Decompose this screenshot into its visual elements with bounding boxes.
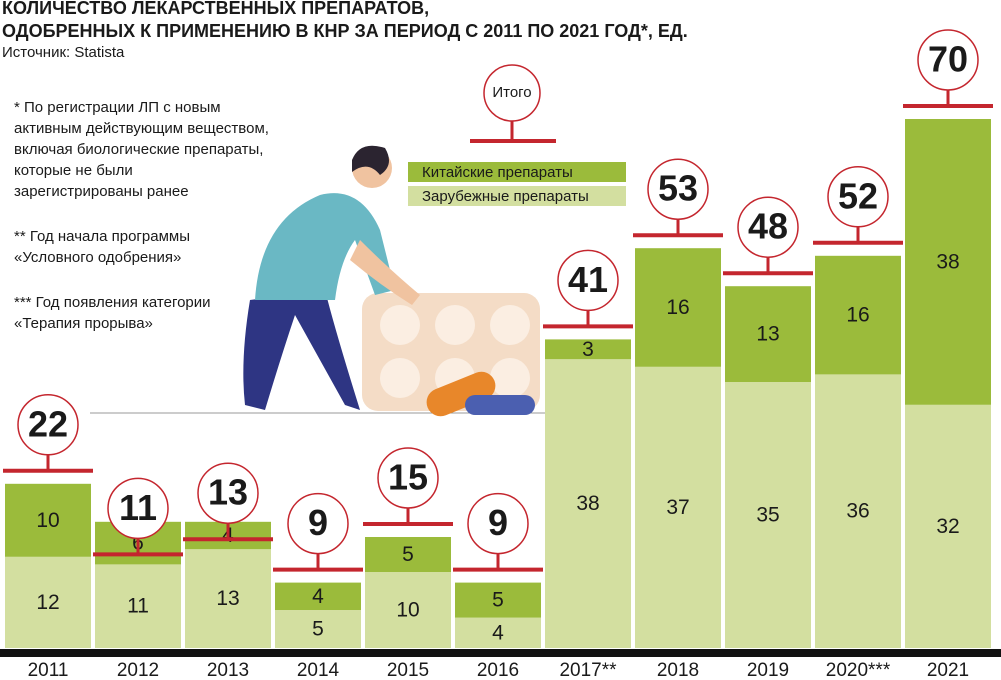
total-circle (647, 158, 709, 220)
note: «Условного одобрения» (14, 249, 181, 266)
value-label: 13 (756, 323, 779, 346)
chart-title: КОЛИЧЕСТВО ЛЕКАРСТВЕННЫХ ПРЕПАРАТОВ, (2, 0, 429, 18)
value-label: 4 (492, 621, 504, 644)
value-label: 36 (846, 500, 869, 523)
x-tick-label: 2014 (297, 660, 340, 680)
total-label: 9 (488, 502, 508, 543)
bar-segment (275, 610, 361, 648)
note: которые не были (14, 162, 133, 179)
total-label: 15 (388, 457, 428, 498)
total-label: 48 (748, 206, 788, 247)
bar-segment (365, 572, 451, 648)
value-label: 37 (666, 496, 689, 519)
value-label: 10 (396, 599, 419, 622)
x-tick-label: 2020*** (826, 660, 891, 680)
legend-label: Китайские препараты (422, 164, 573, 181)
x-tick-label: 2015 (387, 660, 429, 680)
value-label: 12 (36, 591, 59, 614)
illustration (90, 145, 545, 417)
total-label: 11 (119, 487, 157, 528)
legend-swatch (408, 162, 626, 182)
x-tick-label: 2021 (927, 660, 969, 680)
bar-segment (635, 248, 721, 367)
bar-segment (635, 366, 721, 648)
bar-segment (5, 483, 91, 557)
value-label: 38 (576, 492, 599, 515)
legend-swatch (408, 186, 626, 206)
chart-title: ОДОБРЕННЫХ К ПРИМЕНЕНИЮ В КНР ЗА ПЕРИОД … (2, 21, 688, 41)
total-circle (107, 477, 169, 540)
x-tick-label: 2016 (477, 660, 519, 680)
legend-total-circle (483, 64, 541, 122)
value-label: 5 (312, 618, 324, 641)
total-label: 9 (308, 502, 328, 543)
value-label: 3 (582, 338, 594, 361)
source: Источник: Statista (2, 44, 125, 61)
bar-segment (905, 119, 991, 405)
bar-segment (95, 564, 181, 648)
x-tick-label: 2012 (117, 660, 159, 680)
note: зарегистрированы ранее (14, 183, 189, 200)
total-label: 70 (928, 39, 968, 80)
baseline (0, 649, 1001, 657)
total-circle (467, 492, 529, 555)
total-circle (557, 249, 619, 312)
value-label: 5 (492, 589, 504, 612)
x-tick-label: 2018 (657, 660, 699, 680)
total-circle (377, 447, 439, 509)
legend-label: Зарубежные препараты (422, 188, 589, 205)
note: активным действующим веществом, (14, 120, 269, 137)
value-label: 32 (936, 515, 959, 538)
legend-title: Итого (492, 84, 531, 101)
value-label: 11 (127, 595, 149, 618)
value-label: 35 (756, 504, 779, 527)
bar-segment (365, 537, 451, 572)
bar-segment (545, 339, 631, 360)
total-circle (197, 462, 259, 524)
value-label: 5 (402, 543, 414, 566)
bar-segment (185, 549, 271, 648)
note: «Терапия прорыва» (14, 315, 153, 332)
value-label: 16 (666, 296, 689, 319)
bar-segment (725, 382, 811, 648)
bar-segment (545, 359, 631, 648)
note: ** Год начала программы (14, 228, 190, 245)
bar-segment (815, 374, 901, 648)
value-label: 38 (936, 250, 959, 273)
note: *** Год появления категории (14, 294, 211, 311)
note: * По регистрации ЛП с новым (14, 99, 221, 116)
total-circle (827, 166, 889, 228)
note: включая биологические препараты, (14, 141, 263, 158)
total-label: 13 (208, 472, 248, 513)
total-label: 41 (568, 259, 608, 300)
bar-segment (725, 286, 811, 382)
bar-segment (815, 255, 901, 375)
bar-segment (5, 556, 91, 648)
total-circle (17, 394, 79, 456)
total-circle (917, 29, 979, 91)
total-label: 53 (658, 168, 698, 209)
value-label: 13 (216, 587, 239, 610)
x-tick-label: 2013 (207, 660, 249, 680)
total-label: 52 (838, 175, 878, 216)
value-label: 16 (846, 304, 869, 327)
total-circle (287, 492, 349, 555)
value-label: 4 (312, 585, 324, 608)
bar-segment (455, 582, 541, 618)
x-tick-label: 2019 (747, 660, 789, 680)
value-label: 10 (36, 509, 59, 532)
total-label: 22 (28, 403, 68, 444)
x-tick-label: 2011 (28, 660, 69, 680)
total-circle (737, 196, 799, 258)
bar-segment (275, 582, 361, 610)
bar-segment (455, 617, 541, 648)
bar-segment (905, 404, 991, 648)
x-tick-label: 2017** (559, 660, 617, 680)
